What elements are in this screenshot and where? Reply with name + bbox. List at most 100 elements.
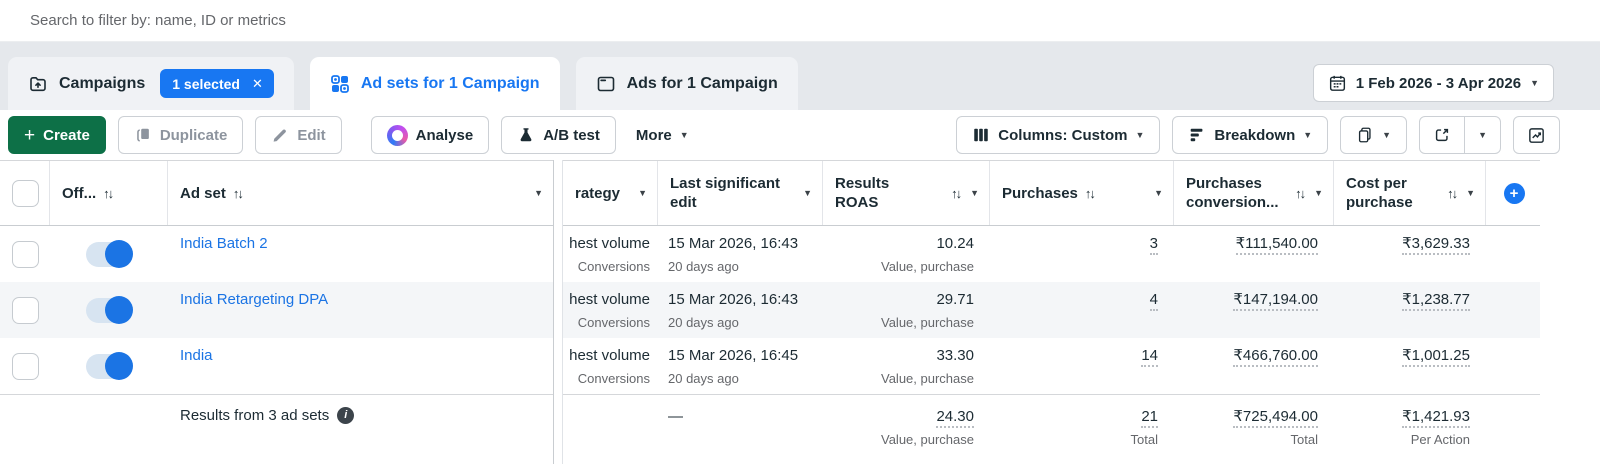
sort-icon[interactable]: ↑↓ — [103, 185, 114, 201]
header-roas[interactable]: Results ROAS ↑↓ ▼ — [823, 161, 990, 225]
last-edit-sub: 20 days ago — [668, 259, 739, 274]
analyse-button[interactable]: Analyse — [370, 116, 490, 154]
breakdown-button[interactable]: Breakdown ▼ — [1172, 116, 1329, 154]
search-input[interactable] — [0, 0, 1600, 41]
roas-value: 33.30 — [936, 347, 974, 364]
purchases-value[interactable]: 14 — [1141, 347, 1158, 367]
plus-icon: + — [24, 124, 36, 146]
ab-test-button[interactable]: A/B test — [501, 116, 616, 154]
header-cost-label: Cost per purchase — [1346, 175, 1413, 211]
cost-per-purchase-value[interactable]: ₹3,629.33 — [1402, 235, 1470, 255]
ad-set-toggle[interactable] — [86, 240, 133, 268]
export-options-button[interactable]: ▼ — [1464, 117, 1500, 153]
bid-strategy-sub: Conversions — [577, 371, 650, 386]
ad-set-toggle[interactable] — [86, 352, 133, 380]
create-button[interactable]: + Create — [8, 116, 106, 154]
duplicate-button[interactable]: Duplicate — [117, 116, 244, 154]
bid-strategy: hest volume — [569, 291, 650, 308]
header-roas-label: Results ROAS — [835, 175, 890, 211]
export-button[interactable] — [1420, 117, 1464, 153]
column-menu-caret-icon[interactable]: ▼ — [534, 187, 543, 198]
more-button[interactable]: More ▼ — [627, 116, 697, 154]
summary-conversion-value[interactable]: ₹725,494.00 — [1233, 408, 1318, 428]
table-row[interactable]: India Retargeting DPA hest volume Convers… — [0, 282, 1540, 338]
table-header-row: Off... ↑↓ Ad set ↑↓ ▼ rategy ▼ Last sign… — [0, 160, 1540, 226]
header-off-label: Off... — [62, 184, 97, 202]
create-label: Create — [43, 126, 90, 144]
tab-ads-label: Ads for 1 Campaign — [626, 74, 778, 92]
header-add-column: + — [1486, 161, 1540, 225]
reports-icon — [1356, 126, 1374, 144]
ad-set-name-link[interactable]: India Batch 2 — [180, 235, 268, 252]
cost-per-purchase-value[interactable]: ₹1,238.77 — [1402, 291, 1470, 311]
purchases-value[interactable]: 4 — [1149, 291, 1158, 311]
row-checkbox[interactable] — [11, 296, 39, 324]
summary-cost-value[interactable]: ₹1,421.93 — [1402, 408, 1470, 428]
clear-selection-icon[interactable]: ✕ — [251, 75, 263, 91]
export-caret-icon: ▼ — [1478, 129, 1487, 140]
row-checkbox[interactable] — [11, 352, 39, 380]
campaigns-selected-badge[interactable]: 1 selected ✕ — [160, 69, 274, 98]
conversion-value[interactable]: ₹466,760.00 — [1233, 347, 1318, 367]
analyse-gradient-ring-icon — [386, 124, 408, 146]
more-caret-icon: ▼ — [679, 129, 689, 140]
ad-sets-grid-icon — [330, 74, 350, 94]
table-row[interactable]: India hest volume Conversions 15 Mar 2026… — [0, 338, 1540, 394]
column-menu-caret-icon[interactable]: ▼ — [1466, 187, 1475, 198]
flask-icon — [517, 126, 535, 144]
summary-roas-value[interactable]: 24.30 — [936, 408, 974, 428]
conversion-value[interactable]: ₹111,540.00 — [1235, 235, 1318, 255]
ad-set-name-link[interactable]: India — [180, 347, 213, 364]
sort-icon[interactable]: ↑↓ — [951, 185, 962, 201]
info-icon[interactable]: i — [337, 407, 355, 424]
edit-button[interactable]: Edit — [255, 116, 342, 154]
header-off[interactable]: Off... ↑↓ — [50, 161, 168, 225]
last-edit-sub: 20 days ago — [668, 315, 739, 330]
columns-button[interactable]: Columns: Custom ▼ — [956, 116, 1161, 154]
ad-set-toggle[interactable] — [86, 296, 133, 324]
column-menu-caret-icon[interactable]: ▼ — [638, 187, 647, 198]
header-conversion[interactable]: Purchases conversion... ↑↓ ▼ — [1174, 161, 1334, 225]
column-menu-caret-icon[interactable]: ▼ — [1314, 187, 1323, 198]
bid-strategy-sub: Conversions — [577, 259, 650, 274]
sort-icon[interactable]: ↑↓ — [1295, 185, 1306, 201]
column-menu-caret-icon[interactable]: ▼ — [803, 187, 812, 198]
sort-icon[interactable]: ↑↓ — [1084, 185, 1096, 201]
breakdown-caret-icon: ▼ — [1303, 129, 1313, 140]
summary-roas-sub: Value, purchase — [881, 432, 974, 447]
summary-purchases-value[interactable]: 21 — [1141, 408, 1158, 428]
export-split-button: ▼ — [1419, 116, 1501, 154]
table-row[interactable]: India Batch 2 hest volume Conversions 15 … — [0, 226, 1540, 282]
charts-button[interactable] — [1513, 116, 1560, 154]
row-checkbox[interactable] — [11, 240, 39, 268]
conversion-value[interactable]: ₹147,194.00 — [1233, 291, 1318, 311]
summary-conversion-sub: Total — [1290, 432, 1318, 447]
header-purchases[interactable]: Purchases ↑↓ ▼ — [990, 161, 1174, 225]
last-edit-sub: 20 days ago — [668, 371, 739, 386]
header-strategy[interactable]: rategy ▼ — [563, 161, 658, 225]
column-menu-caret-icon[interactable]: ▼ — [970, 187, 979, 198]
ads-window-icon — [596, 74, 616, 94]
header-ad-set[interactable]: Ad set ↑↓ ▼ — [168, 161, 553, 225]
add-column-icon[interactable]: + — [1503, 182, 1525, 204]
date-range-label: 1 Feb 2026 - 3 Apr 2026 — [1355, 74, 1522, 92]
frozen-pane-divider[interactable] — [553, 160, 563, 464]
sort-icon[interactable]: ↑↓ — [232, 185, 244, 201]
select-all-checkbox[interactable] — [12, 179, 39, 207]
tab-ad-sets[interactable]: Ad sets for 1 Campaign — [309, 57, 560, 110]
ad-set-name-link[interactable]: India Retargeting DPA — [180, 291, 329, 308]
cost-per-purchase-value[interactable]: ₹1,001.25 — [1402, 347, 1470, 367]
header-cost[interactable]: Cost per purchase ↑↓ ▼ — [1334, 161, 1486, 225]
header-last-edit[interactable]: Last significant edit ▼ — [658, 161, 823, 225]
roas-sub: Value, purchase — [881, 259, 974, 274]
tab-campaigns[interactable]: Campaigns 1 selected ✕ — [8, 57, 294, 110]
purchases-value[interactable]: 3 — [1149, 235, 1158, 255]
reports-button[interactable]: ▼ — [1340, 116, 1408, 154]
sort-icon[interactable]: ↑↓ — [1447, 185, 1458, 201]
date-range-button[interactable]: 1 Feb 2026 - 3 Apr 2026 ▼ — [1312, 64, 1554, 102]
column-menu-caret-icon[interactable]: ▼ — [1154, 187, 1163, 198]
tab-ads[interactable]: Ads for 1 Campaign — [575, 57, 798, 110]
columns-label: Columns: Custom — [998, 126, 1128, 144]
roas-value: 10.24 — [936, 235, 974, 252]
